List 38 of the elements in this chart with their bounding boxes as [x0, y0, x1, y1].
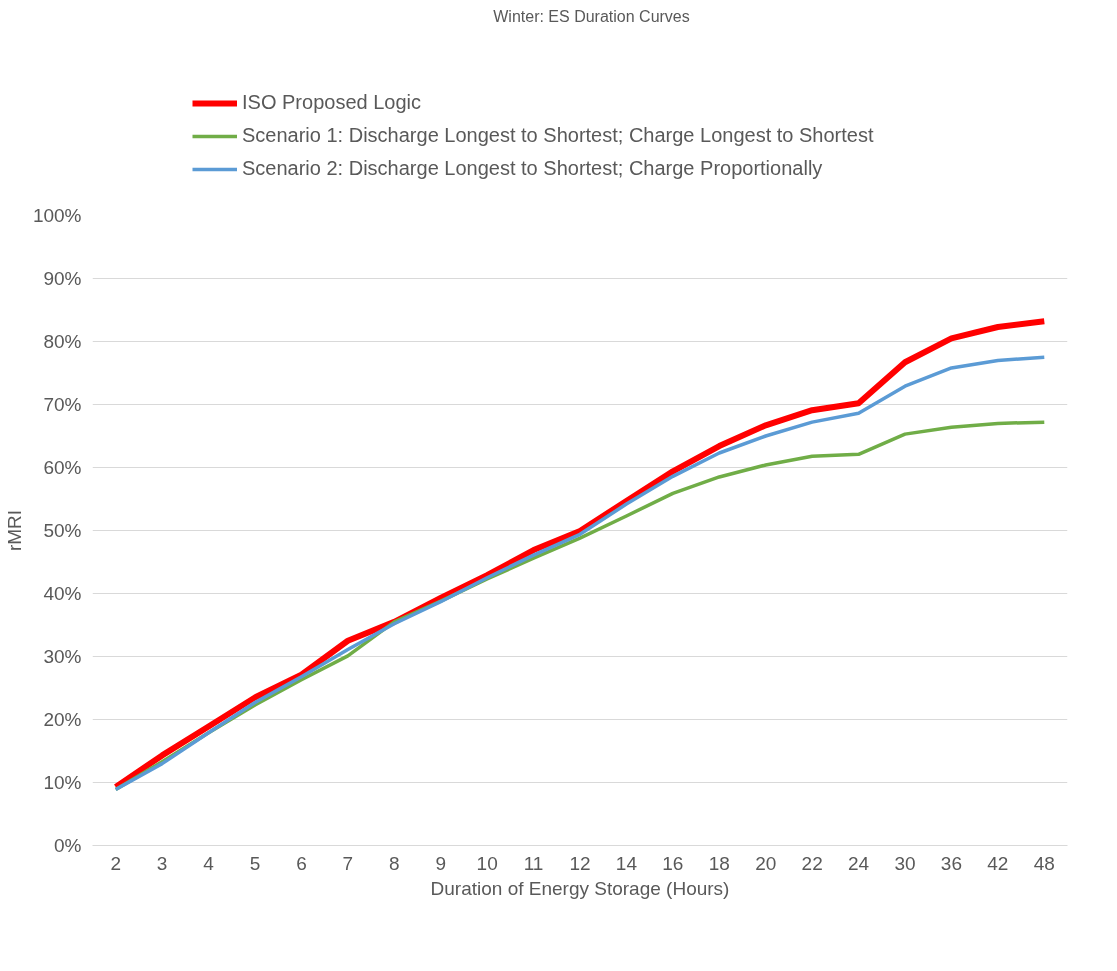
x-tick-label: 16: [662, 852, 684, 874]
legend-label: ISO Proposed Logic: [242, 91, 421, 114]
chart-title: Winter: ES Duration Curves: [493, 7, 690, 25]
legend-label: Scenario 2: Discharge Longest to Shortest; Charge Proportionally: [242, 157, 823, 180]
x-tick-label: 7: [342, 852, 354, 874]
x-tick-label: 4: [203, 852, 215, 874]
x-tick-label: 9: [435, 852, 447, 874]
x-tick-label: 42: [987, 852, 1009, 874]
x-tick-label: 30: [894, 852, 916, 874]
x-tick-label: 20: [755, 852, 777, 874]
y-tick-label: 70%: [43, 394, 82, 415]
y-tick-label: 80%: [43, 331, 82, 352]
x-tick-label: 48: [1033, 852, 1055, 874]
x-tick-label: 10: [476, 852, 498, 874]
x-tick-label: 12: [569, 852, 591, 874]
x-tick-label: 8: [389, 852, 400, 874]
x-tick-label: 18: [708, 852, 730, 874]
y-tick-label: 30%: [43, 646, 82, 667]
x-tick-label: 36: [940, 852, 962, 874]
x-tick-label: 22: [801, 852, 823, 874]
legend-label: Scenario 1: Discharge Longest to Shortest; Charge Longest to Shortest: [242, 124, 874, 147]
x-tick-label: 24: [848, 852, 870, 874]
x-tick-label: 14: [615, 852, 638, 874]
y-axis-title: rMRI: [3, 509, 25, 552]
x-tick-label: 6: [296, 852, 307, 874]
x-tick-label: 11: [523, 852, 544, 874]
y-tick-label: 40%: [43, 583, 82, 604]
y-tick-label: 90%: [43, 268, 82, 289]
y-tick-label: 60%: [43, 457, 82, 478]
x-tick-label: 2: [110, 852, 122, 874]
y-tick-label: 50%: [43, 520, 82, 541]
y-tick-label: 100%: [32, 205, 82, 226]
y-tick-label: 10%: [43, 772, 82, 793]
x-axis-title: Duration of Energy Storage (Hours): [430, 877, 730, 899]
x-tick-label: 5: [249, 852, 261, 874]
y-tick-label: 20%: [43, 709, 82, 730]
x-tick-label: 3: [156, 852, 168, 874]
y-tick-label: 0%: [54, 835, 82, 856]
